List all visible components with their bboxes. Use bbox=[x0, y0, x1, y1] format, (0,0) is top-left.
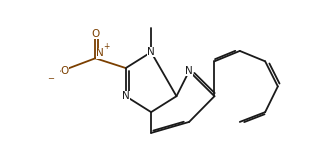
Text: O: O bbox=[91, 29, 99, 39]
Text: N: N bbox=[96, 48, 104, 58]
Text: O: O bbox=[61, 66, 69, 76]
Text: −: − bbox=[47, 75, 55, 84]
Text: N: N bbox=[185, 66, 193, 76]
Text: N: N bbox=[147, 47, 155, 57]
Text: +: + bbox=[103, 41, 110, 51]
Text: N: N bbox=[122, 91, 129, 101]
